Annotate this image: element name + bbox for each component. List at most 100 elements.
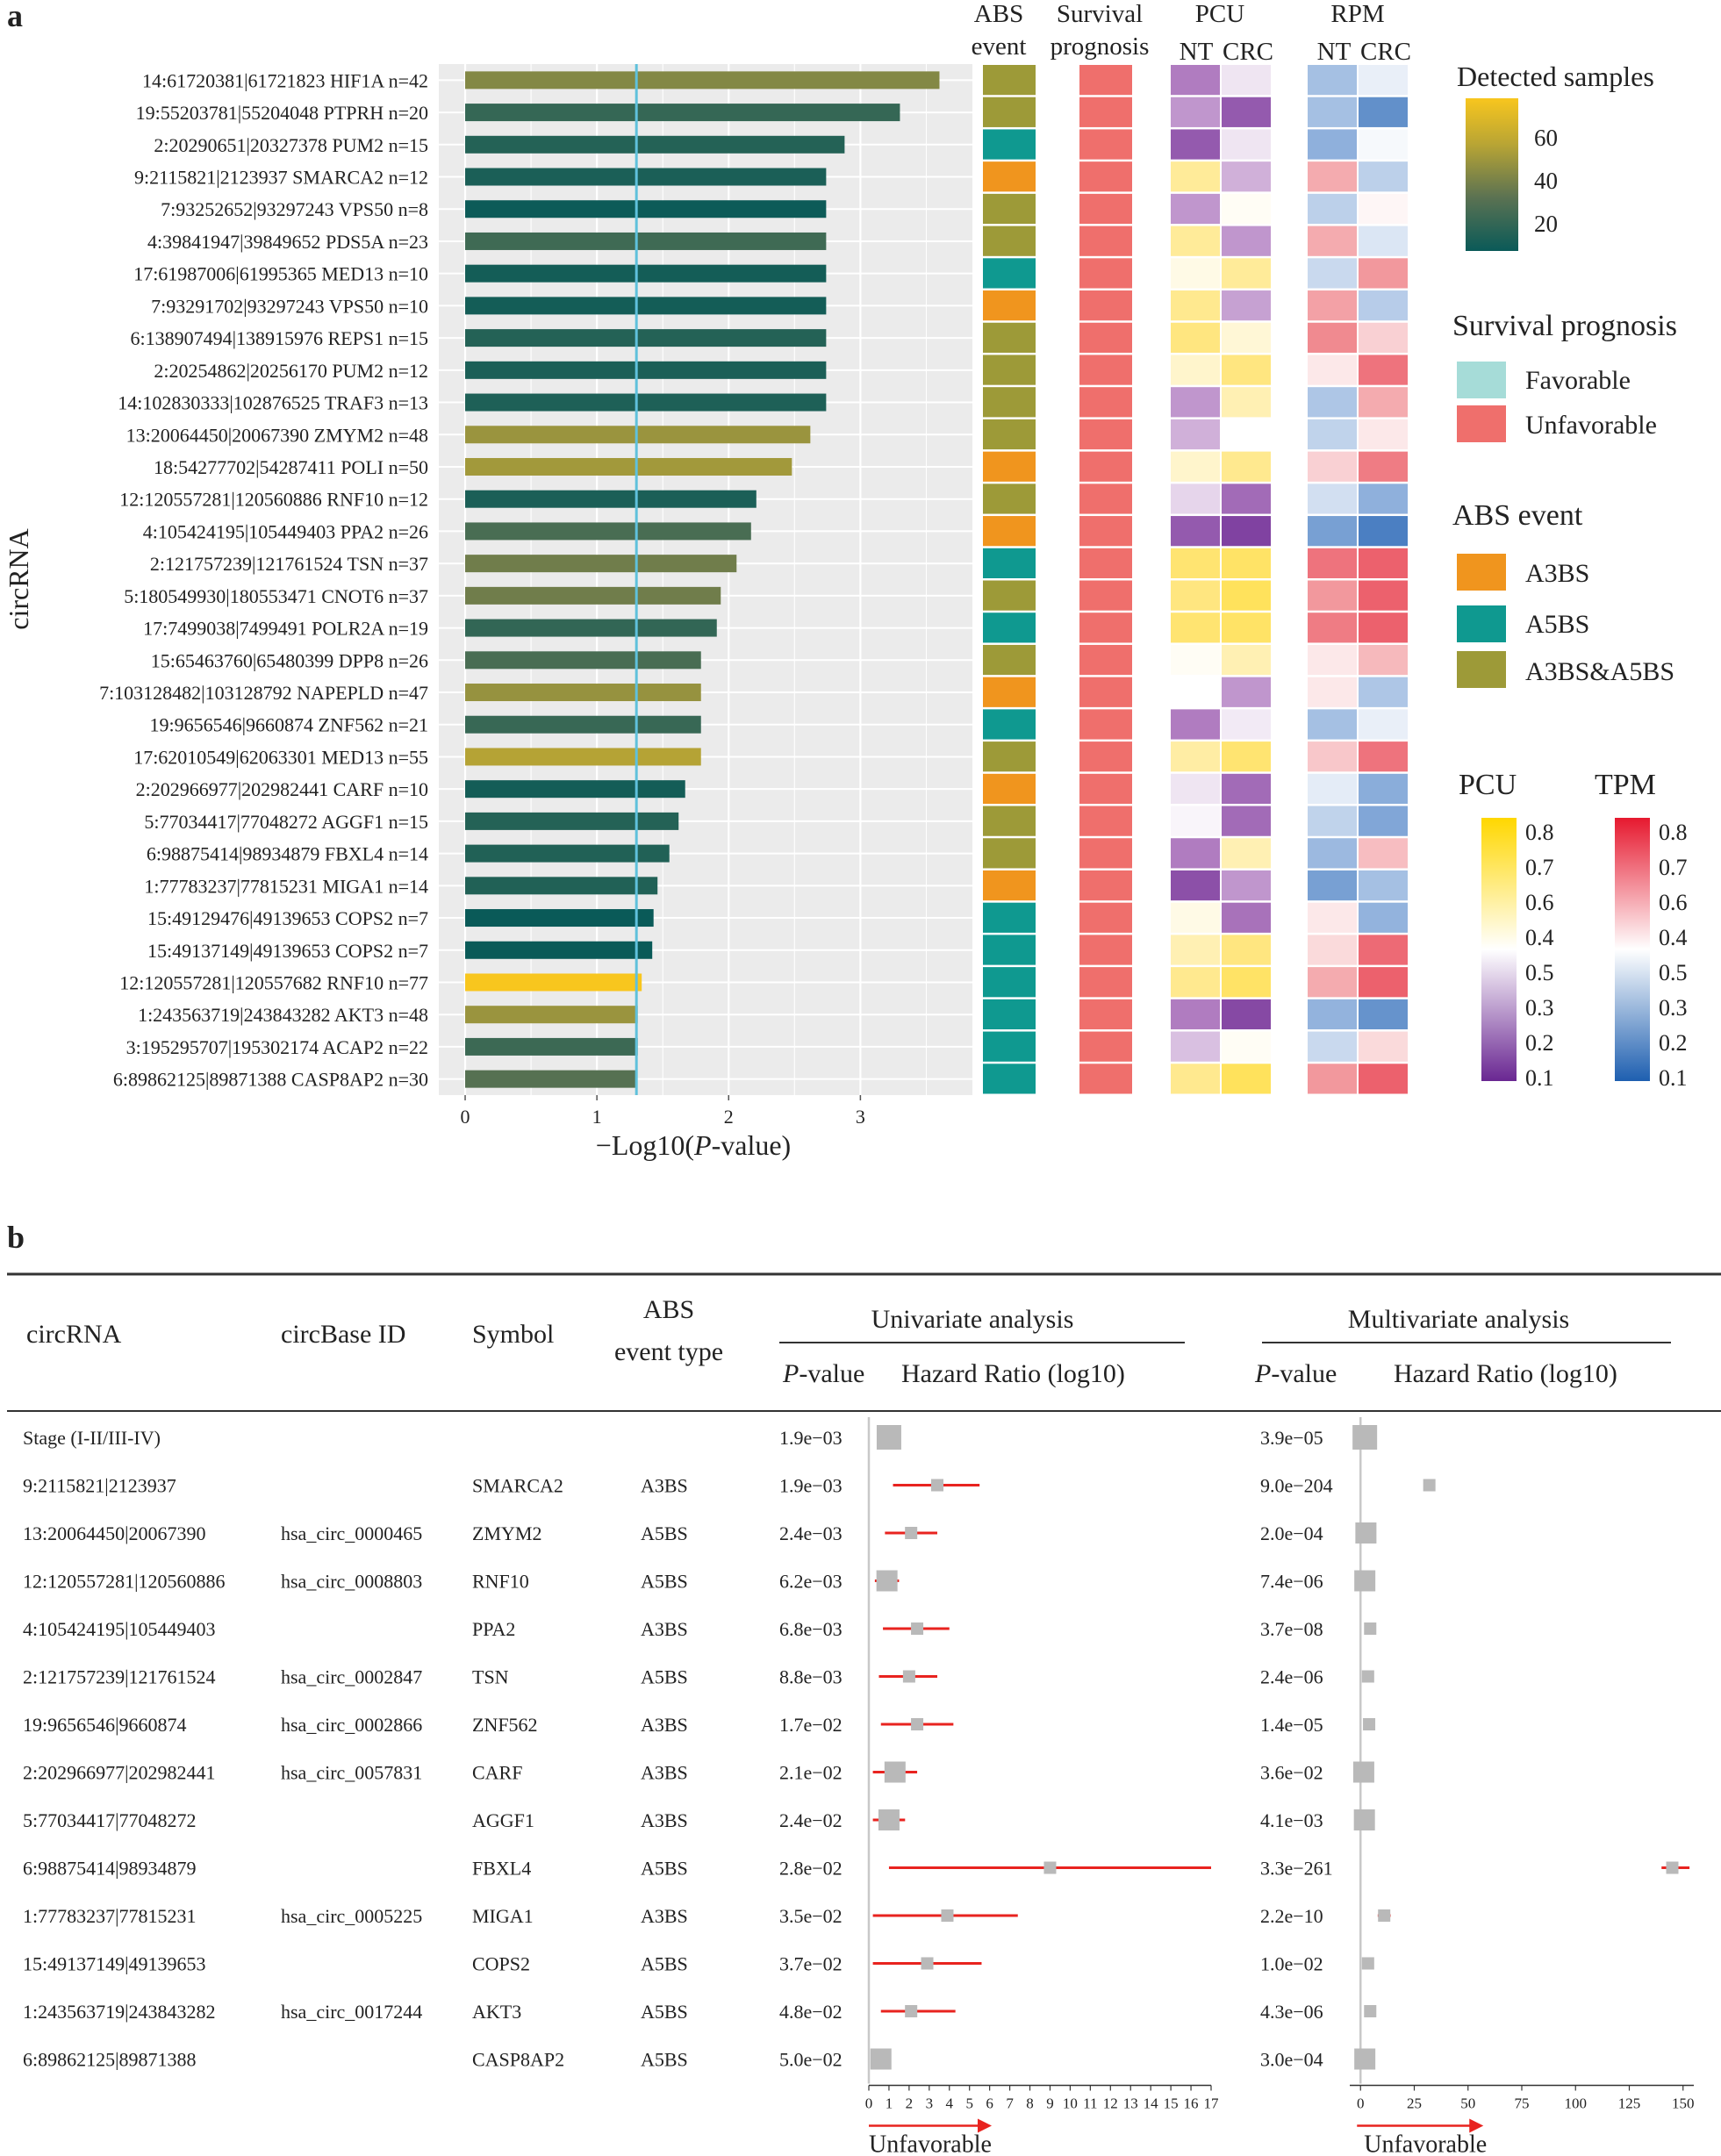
legend-detected-samples: Detected samples 60 40 20	[1457, 61, 1654, 251]
header-circrna: circRNA	[26, 1320, 122, 1349]
pcu-crc-cell	[1222, 870, 1271, 901]
y-tick-label: 9:2115821|2123937 SMARCA2 n=12	[134, 167, 428, 189]
pcu-crc-cell	[1222, 290, 1271, 321]
legend-a3bs-a5bs-label: A3BS&A5BS	[1525, 657, 1674, 686]
abs-event-cell	[983, 741, 1036, 772]
y-tick-label: 7:93291702|93297243 VPS50 n=10	[151, 295, 428, 317]
row-abs-event: A3BS	[641, 1905, 688, 1927]
pcu-crc-cell	[1222, 838, 1271, 869]
survival-cell	[1079, 483, 1132, 514]
rpm-nt-cell	[1308, 773, 1357, 805]
abs-event-cell	[983, 612, 1036, 643]
uni-p-suffix: -value	[799, 1359, 864, 1388]
legend-unfavorable-swatch	[1457, 405, 1506, 442]
rpm-nt-cell	[1308, 870, 1357, 901]
rpm-crc-cell	[1359, 612, 1408, 643]
rpm-crc-cell	[1359, 419, 1408, 450]
y-tick-label: 6:138907494|138915976 REPS1 n=15	[130, 327, 428, 349]
tpm-scale-tick: 0.5	[1659, 960, 1688, 985]
y-axis-title: circRNA	[3, 528, 34, 630]
pcu-nt-cell	[1171, 1064, 1220, 1094]
pcu-scale-tick: 0.6	[1525, 890, 1554, 915]
y-tick-label: 12:120557281|120560886 RNF10 n=12	[119, 489, 428, 511]
annotation-heatmaps	[983, 65, 1408, 1094]
abs-event-cell	[983, 967, 1036, 998]
forest-axes: 0 1 2 3 4 5 6 7 8 9 10 11 12 13 14 15 16 17 0 25 50 75 100 125 1…	[865, 2084, 1695, 2156]
multi-unfavorable-label: Unfavorable	[1364, 2131, 1487, 2156]
row-multi-pvalue: 4.3e−06	[1260, 2001, 1323, 2023]
x-axis-title: −Log10(P-value)	[596, 1129, 791, 1161]
bar	[465, 71, 940, 90]
bar	[465, 844, 670, 863]
row-circrna: 13:20064450|20067390	[23, 1522, 206, 1544]
rpm-nt-cell	[1308, 193, 1357, 225]
row-uni-pvalue: 3.5e−02	[779, 1905, 843, 1927]
tpm-scale-tick: 0.7	[1659, 855, 1688, 880]
detected-tick-60: 60	[1534, 125, 1558, 151]
uni-hr-point	[905, 2005, 918, 2017]
bar	[465, 909, 654, 928]
rpm-crc-cell	[1359, 290, 1408, 321]
tpm-colorbar	[1615, 818, 1650, 1081]
abs-event-cell	[983, 322, 1036, 353]
row-abs-event: A3BS	[641, 1618, 688, 1640]
bar	[465, 715, 701, 734]
survival-cell	[1079, 161, 1132, 192]
y-tick-label: 7:103128482|103128792 NAPEPLD n=47	[99, 682, 428, 704]
y-tick-label: 15:49129476|49139653 COPS2 n=7	[147, 907, 428, 929]
scale-tick-labels: 0.8 0.8 0.7 0.7 0.6 0.6 0.4 0.4 0.5 0.5 0.3 0.3 0.2 0…	[1525, 820, 1688, 1091]
y-tick-label: 19:55203781|55204048 PTPRH n=20	[136, 102, 428, 124]
pcu-crc-cell	[1222, 548, 1271, 578]
row-circbase-id: hsa_circ_0008803	[281, 1571, 422, 1593]
rpm-nt-cell	[1308, 548, 1357, 578]
row-symbol: MIGA1	[472, 1905, 534, 1927]
rpm-nt-cell	[1308, 677, 1357, 707]
survival-cell	[1079, 97, 1132, 127]
row-symbol: COPS2	[472, 1953, 530, 1975]
rpm-nt-cell	[1308, 1031, 1357, 1062]
multi-hr-point	[1352, 1761, 1374, 1783]
rpm-nt-cell	[1308, 967, 1357, 998]
pcu-nt-cell	[1171, 355, 1220, 385]
row-uni-pvalue: 2.4e−02	[779, 1809, 843, 1831]
multi-tick-label: 150	[1672, 2095, 1695, 2112]
survival-cell	[1079, 419, 1132, 450]
rpm-nt-cell	[1308, 1064, 1357, 1094]
pcu-crc-cell	[1222, 677, 1271, 707]
y-tick-label: 5:180549930|180553471 CNOT6 n=37	[124, 585, 428, 607]
row-circrna: 9:2115821|2123937	[23, 1475, 176, 1497]
abs-event-cell	[983, 161, 1036, 192]
detected-tick-40: 40	[1534, 168, 1558, 194]
rpm-nt-cell	[1308, 999, 1357, 1030]
rpm-nt-cell	[1308, 419, 1357, 450]
bar	[465, 555, 737, 573]
uni-tick-label: 16	[1184, 2095, 1199, 2112]
x-tick-labels: 0 1 2 3	[461, 1095, 865, 1128]
header-symbol: Symbol	[472, 1320, 554, 1349]
header-multivariate: Multivariate analysis	[1348, 1305, 1569, 1334]
survival-cell	[1079, 677, 1132, 707]
abs-event-cell	[983, 65, 1036, 96]
x-tick-label: 3	[856, 1106, 865, 1128]
y-tick-label: 5:77034417|77048272 AGGF1 n=15	[144, 811, 428, 833]
legend-tpm-title: TPM	[1595, 769, 1656, 801]
abs-event-cell	[983, 644, 1036, 676]
row-circrna: 12:120557281|120560886	[23, 1571, 226, 1593]
uni-tick-label: 14	[1144, 2095, 1159, 2112]
detected-tick-20: 20	[1534, 211, 1558, 237]
y-tick-label: 14:102830333|102876525 TRAF3 n=13	[118, 392, 428, 414]
rpm-crc-cell	[1359, 741, 1408, 772]
pcu-crc-cell	[1222, 355, 1271, 385]
rpm-crc-cell	[1359, 967, 1408, 998]
survival-cell	[1079, 935, 1132, 965]
rpm-crc-cell	[1359, 226, 1408, 256]
pcu-crc-cell	[1222, 193, 1271, 225]
uni-tick-label: 13	[1123, 2095, 1138, 2112]
rpm-crc-cell	[1359, 387, 1408, 418]
legend-favorable-label: Favorable	[1525, 366, 1631, 395]
row-multi-pvalue: 1.4e−05	[1260, 1714, 1323, 1736]
table-rows: Stage (I-II/III-IV) 1.9e−03 3.9e−05 9:21158…	[23, 1427, 1333, 2071]
abs-event-cell	[983, 1031, 1036, 1062]
pcu-crc-cell	[1222, 322, 1271, 353]
y-tick-label: 15:49137149|49139653 COPS2 n=7	[147, 940, 428, 962]
